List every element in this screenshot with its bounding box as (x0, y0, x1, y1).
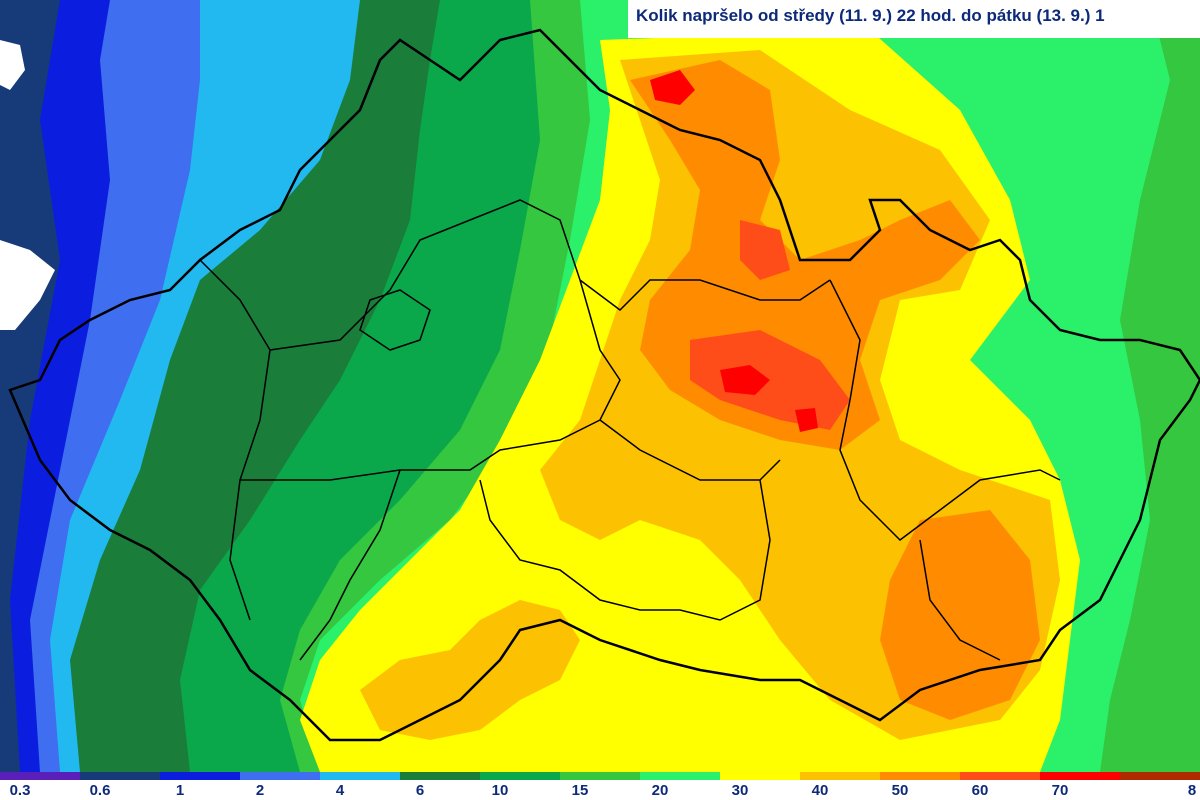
legend-swatch (80, 772, 160, 780)
legend-swatch (640, 772, 720, 780)
legend-label: 1 (175, 782, 185, 799)
no-data-patch-top (0, 40, 25, 90)
precipitation-map-canvas (0, 0, 1200, 772)
legend-swatch (480, 772, 560, 780)
map-title: Kolik napršelo od středy (11. 9.) 22 hod… (628, 0, 1200, 38)
legend-label: 0.3 (9, 782, 31, 799)
legend-label: 15 (571, 782, 589, 799)
precipitation-legend: 0.3 0.6 1 2 4 6 10 15 20 30 40 50 60 70 8 (0, 772, 1200, 800)
legend-label: 0.6 (89, 782, 111, 799)
legend-swatch (800, 772, 880, 780)
legend-label: 2 (255, 782, 265, 799)
legend-swatch (160, 772, 240, 780)
legend-value-labels: 0.3 0.6 1 2 4 6 10 15 20 30 40 50 60 70 8 (0, 780, 1200, 800)
precip-zone-60-n (740, 220, 790, 280)
region-border (199, 199, 1061, 661)
no-data-patch (0, 240, 55, 330)
legend-label: 70 (1051, 782, 1069, 799)
legend-label: 8 (1187, 782, 1197, 799)
legend-swatch (880, 772, 960, 780)
legend-label: 10 (491, 782, 509, 799)
precip-zone-40-sw (360, 600, 580, 740)
country-border (8, 28, 1200, 742)
legend-label: 4 (335, 782, 345, 799)
legend-swatch (400, 772, 480, 780)
legend-swatch (560, 772, 640, 780)
legend-swatch (720, 772, 800, 780)
legend-label: 30 (731, 782, 749, 799)
legend-swatch (240, 772, 320, 780)
legend-label: 6 (415, 782, 425, 799)
legend-swatch (320, 772, 400, 780)
legend-label: 50 (891, 782, 909, 799)
legend-label: 20 (651, 782, 669, 799)
legend-swatch (0, 772, 80, 780)
legend-swatch (1120, 772, 1200, 780)
legend-color-scale (0, 772, 1200, 780)
legend-label: 40 (811, 782, 829, 799)
precip-zone-70 (650, 70, 695, 105)
legend-swatch (960, 772, 1040, 780)
precip-zone-70-s (795, 408, 818, 432)
precip-zone-70-c (720, 365, 770, 395)
legend-swatch (1040, 772, 1120, 780)
legend-label: 60 (971, 782, 989, 799)
